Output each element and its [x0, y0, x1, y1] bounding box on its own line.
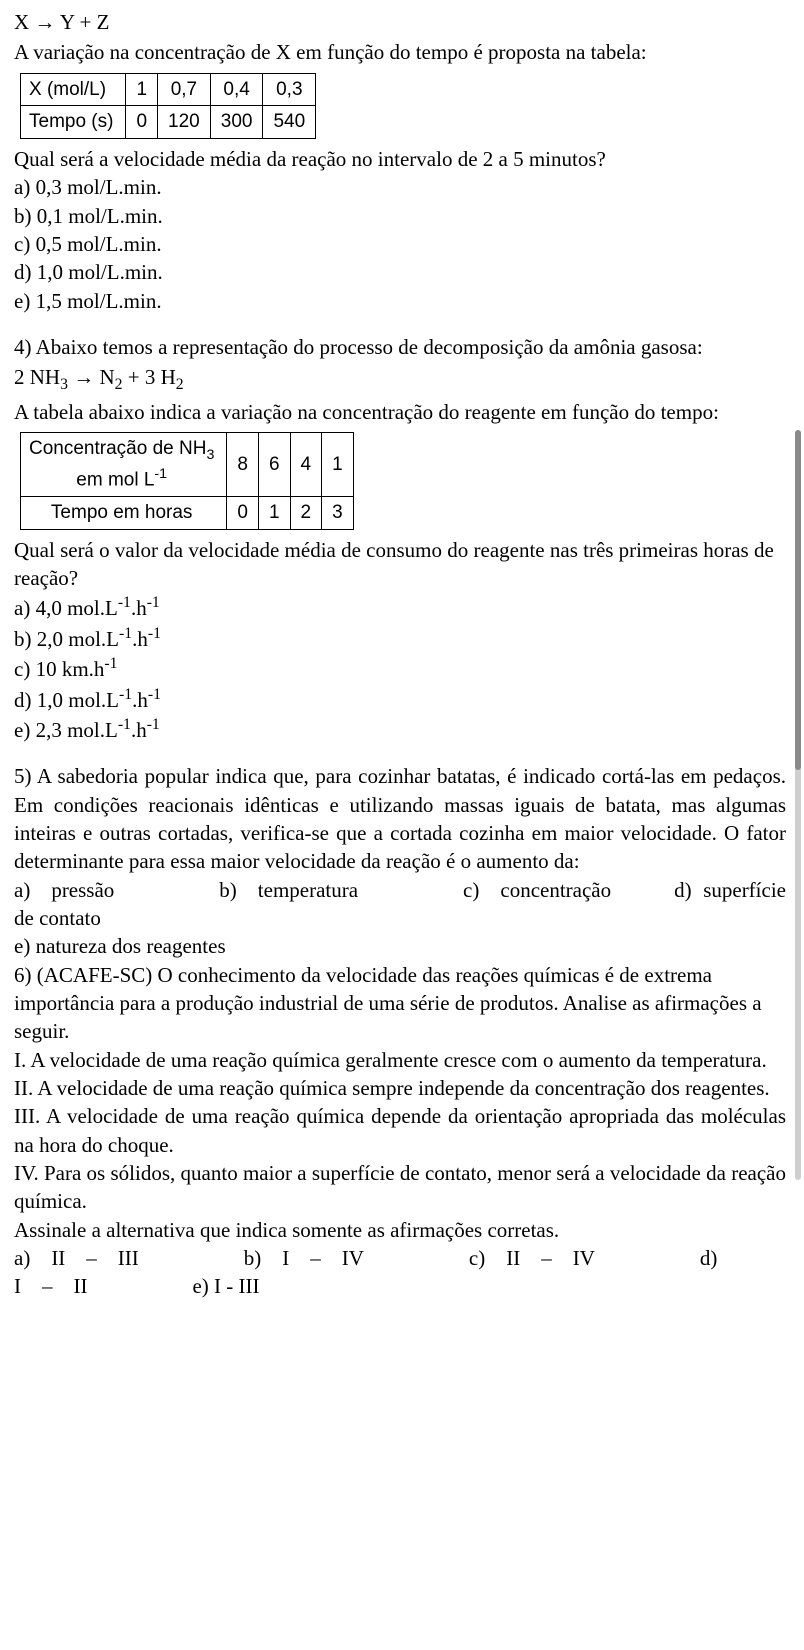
- opt-text: a) 4,0 mol.L: [14, 596, 118, 620]
- q4-option-e: e) 2,3 mol.L-1.h-1: [14, 714, 786, 744]
- q4-label-sup: -1: [154, 466, 167, 482]
- q4-option-b: b) 2,0 mol.L-1.h-1: [14, 623, 786, 653]
- question-6: 6) (ACAFE-SC) O conhecimento da velocida…: [14, 961, 786, 1301]
- table-row: Tempo em horas 0 1 2 3: [21, 497, 354, 530]
- q4-eq-part: + 3 H: [123, 365, 176, 389]
- q3-options: a) 0,3 mol/L.min. b) 0,1 mol/L.min. c) 0…: [14, 173, 786, 315]
- q6-prompt: Assinale a alternativa que indica soment…: [14, 1216, 786, 1244]
- opt-text: b) 2,0 mol.L: [14, 627, 119, 651]
- opt-text: e) 2,3 mol.L: [14, 718, 118, 742]
- q4-cell: 6: [258, 433, 290, 497]
- opt-sup: -1: [104, 655, 117, 672]
- q3-cell: 540: [263, 106, 316, 139]
- q4-option-c: c) 10 km.h-1: [14, 653, 786, 683]
- q3-question: Qual será a velocidade média da reação n…: [14, 145, 786, 173]
- q4-table: Concentração de NH3 em mol L-1 8 6 4 1 T…: [20, 432, 354, 530]
- q4-cell: 8: [227, 433, 259, 497]
- q6-stmt-iii: III. A velocidade de uma reação química …: [14, 1102, 786, 1159]
- question-5: 5) A sabedoria popular indica que, para …: [14, 762, 786, 960]
- table-row: Concentração de NH3 em mol L-1 8 6 4 1: [21, 433, 354, 497]
- q4-cell: 3: [322, 497, 354, 530]
- q4-label-sub: 3: [206, 447, 214, 463]
- q5-options-line2: e) natureza dos reagentes: [14, 932, 786, 960]
- q5-options-line1: a) pressão b) temperatura c) concentraçã…: [14, 876, 786, 933]
- opt-sup: -1: [147, 716, 160, 733]
- table-row: X (mol/L) 1 0,7 0,4 0,3: [21, 73, 316, 106]
- q4-row2-label: Tempo em horas: [21, 497, 227, 530]
- table-row: Tempo (s) 0 120 300 540: [21, 106, 316, 139]
- q3-row2-label: Tempo (s): [21, 106, 126, 139]
- q4-options: a) 4,0 mol.L-1.h-1 b) 2,0 mol.L-1.h-1 c)…: [14, 592, 786, 744]
- q4-eq-sub: 3: [60, 377, 68, 394]
- q3-cell: 0,4: [210, 73, 263, 106]
- opt-text: .h: [131, 718, 147, 742]
- q4-cell: 4: [290, 433, 322, 497]
- q6-stmt-iv: IV. Para os sólidos, quanto maior a supe…: [14, 1159, 786, 1216]
- q4-cell: 1: [258, 497, 290, 530]
- q4-heading: 4) Abaixo temos a representação do proce…: [14, 333, 786, 361]
- q3-option-a: a) 0,3 mol/L.min.: [14, 173, 786, 201]
- q4-label-part: Concentração de NH: [29, 438, 206, 459]
- q4-cell: 0: [227, 497, 259, 530]
- q3-option-c: c) 0,5 mol/L.min.: [14, 230, 786, 258]
- opt-text: c) 10 km.h: [14, 657, 104, 681]
- q4-eq-sub: 2: [115, 377, 123, 394]
- q3-cell: 1: [126, 73, 158, 106]
- q6-options: a) II – III b) I – IV c) II – IV d) I – …: [14, 1244, 786, 1301]
- q3-cell: 0,3: [263, 73, 316, 106]
- opt-sup: -1: [118, 716, 131, 733]
- q4-row1-label: Concentração de NH3 em mol L-1: [21, 433, 227, 497]
- opt-sup: -1: [148, 625, 161, 642]
- q5-text: 5) A sabedoria popular indica que, para …: [14, 762, 786, 875]
- q3-option-b: b) 0,1 mol/L.min.: [14, 202, 786, 230]
- opt-text: .h: [131, 596, 147, 620]
- q3-equation: X → Y + Z: [14, 8, 786, 36]
- q4-intro: A tabela abaixo indica a variação na con…: [14, 398, 786, 426]
- opt-sup: -1: [119, 625, 132, 642]
- q4-eq-sub: 2: [176, 377, 184, 394]
- q3-table: X (mol/L) 1 0,7 0,4 0,3 Tempo (s) 0 120 …: [20, 73, 316, 139]
- q4-cell: 2: [290, 497, 322, 530]
- q4-option-a: a) 4,0 mol.L-1.h-1: [14, 592, 786, 622]
- q3-intro: A variação na concentração de X em funçã…: [14, 38, 786, 66]
- scrollbar-track[interactable]: [795, 430, 801, 1180]
- q3-option-d: d) 1,0 mol/L.min.: [14, 258, 786, 286]
- scrollbar-thumb[interactable]: [795, 430, 801, 770]
- opt-sup: -1: [148, 686, 161, 703]
- q4-eq-part: → N: [68, 365, 115, 389]
- q4-cell: 1: [322, 433, 354, 497]
- opt-sup: -1: [147, 594, 160, 611]
- q4-eq-part: 2 NH: [14, 365, 60, 389]
- opt-text: d) 1,0 mol.L: [14, 688, 119, 712]
- q3-cell: 120: [158, 106, 211, 139]
- opt-text: .h: [132, 627, 148, 651]
- opt-sup: -1: [118, 594, 131, 611]
- q6-stmt-i: I. A velocidade de uma reação química ge…: [14, 1046, 786, 1074]
- question-4: 4) Abaixo temos a representação do proce…: [14, 333, 786, 744]
- q3-row1-label: X (mol/L): [21, 73, 126, 106]
- q3-cell: 0: [126, 106, 158, 139]
- q4-label-part: em mol L: [76, 470, 154, 491]
- q3-cell: 0,7: [158, 73, 211, 106]
- question-3: X → Y + Z A variação na concentração de …: [14, 8, 786, 315]
- q6-stmt-ii: II. A velocidade de uma reação química s…: [14, 1074, 786, 1102]
- opt-sup: -1: [119, 686, 132, 703]
- opt-text: .h: [132, 688, 148, 712]
- q4-question: Qual será o valor da velocidade média de…: [14, 536, 786, 593]
- q3-cell: 300: [210, 106, 263, 139]
- q3-option-e: e) 1,5 mol/L.min.: [14, 287, 786, 315]
- q4-option-d: d) 1,0 mol.L-1.h-1: [14, 684, 786, 714]
- q4-equation: 2 NH3 → N2 + 3 H2: [14, 363, 786, 395]
- q6-heading: 6) (ACAFE-SC) O conhecimento da velocida…: [14, 961, 786, 1046]
